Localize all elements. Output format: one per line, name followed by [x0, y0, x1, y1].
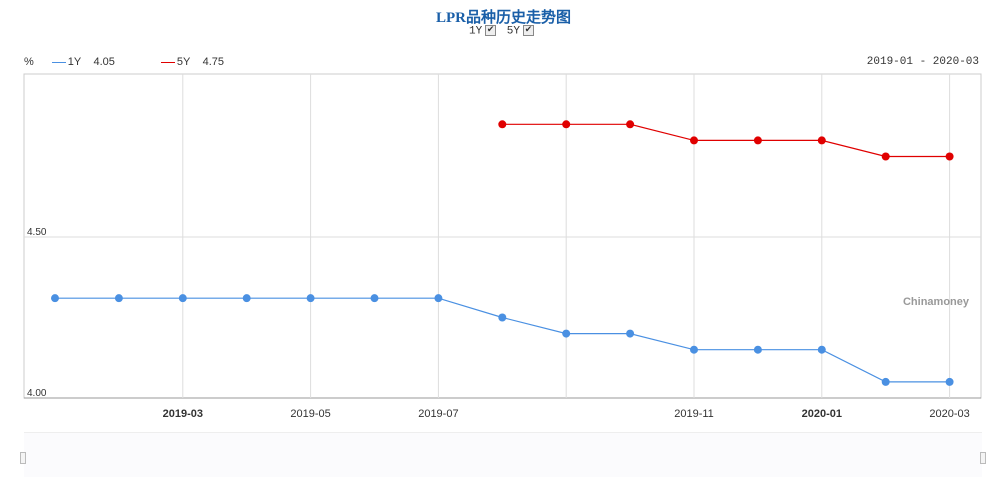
data-point-5Y — [690, 136, 698, 145]
data-point-5Y — [881, 152, 890, 161]
legend-5y-name: 5Y — [176, 56, 191, 68]
x-tick-label: 2019-11 — [674, 408, 714, 420]
line-chart: 4.00 4.50 2019-03 2019-05 2019-07 2019-11 2020… — [23, 73, 982, 420]
data-point-1Y — [370, 294, 379, 303]
legend: % 1Y 4.05 5Y 4.75 — [24, 56, 224, 68]
chart-title: LPR品种历史走势图 — [435, 10, 571, 26]
data-point-5Y — [626, 120, 635, 129]
data-point-1Y — [178, 294, 187, 303]
legend-1y-swatch — [51, 61, 66, 63]
data-point-1Y — [626, 329, 635, 338]
data-point-1Y — [114, 294, 123, 303]
data-point-1Y — [51, 294, 59, 303]
data-point-5Y — [817, 136, 826, 145]
x-tick-label: 2019-05 — [290, 408, 330, 420]
y-tick-label: 4.00 — [27, 388, 47, 399]
legend-1y-value: 4.05 — [93, 56, 115, 68]
y-tick-label: 4.50 — [27, 227, 47, 238]
x-tick-label: 2019-07 — [418, 408, 458, 420]
data-point-1Y — [434, 294, 443, 303]
data-point-1Y — [817, 345, 826, 354]
data-point-5Y — [945, 152, 954, 161]
legend-5y: 5Y 4.75 — [160, 56, 225, 68]
data-point-1Y — [242, 294, 251, 303]
toggle-1y-checkbox[interactable]: ✔ — [485, 25, 497, 36]
data-point-1Y — [690, 345, 698, 354]
series-toggles: 1Y ✔ 5Y ✔ — [0, 25, 1007, 37]
range-navigator[interactable] — [24, 432, 982, 477]
x-tick-label: 2020-01 — [802, 408, 842, 420]
unit-label: % — [24, 56, 34, 68]
data-point-1Y — [306, 294, 315, 303]
series-line-1Y — [55, 297, 950, 383]
navigator-left-handle[interactable] — [20, 452, 26, 464]
x-tick-label: 2019-03 — [163, 408, 203, 420]
series-line-5Y — [502, 123, 950, 158]
data-point-1Y — [753, 345, 762, 354]
data-point-5Y — [753, 136, 762, 145]
x-tick-label: 2020-03 — [929, 408, 969, 420]
data-point-1Y — [945, 377, 954, 386]
legend-1y: 1Y 4.05 — [51, 56, 115, 68]
data-point-1Y — [562, 329, 571, 338]
data-point-5Y — [498, 120, 507, 129]
data-point-1Y — [881, 377, 890, 386]
legend-5y-value: 4.75 — [202, 56, 225, 68]
toggle-5y-checkbox[interactable]: ✔ — [523, 25, 534, 36]
legend-1y-name: 1Y — [67, 56, 82, 68]
legend-5y-swatch — [160, 61, 175, 63]
data-point-5Y — [562, 120, 571, 129]
data-point-1Y — [498, 313, 507, 322]
date-range-label: 2019-01 - 2020-03 — [866, 56, 979, 68]
watermark: Chinamoney — [903, 296, 970, 308]
toggle-1y-label: 1Y — [468, 25, 483, 38]
navigator-right-handle[interactable] — [980, 452, 986, 464]
toggle-5y-label: 5Y — [506, 25, 520, 38]
